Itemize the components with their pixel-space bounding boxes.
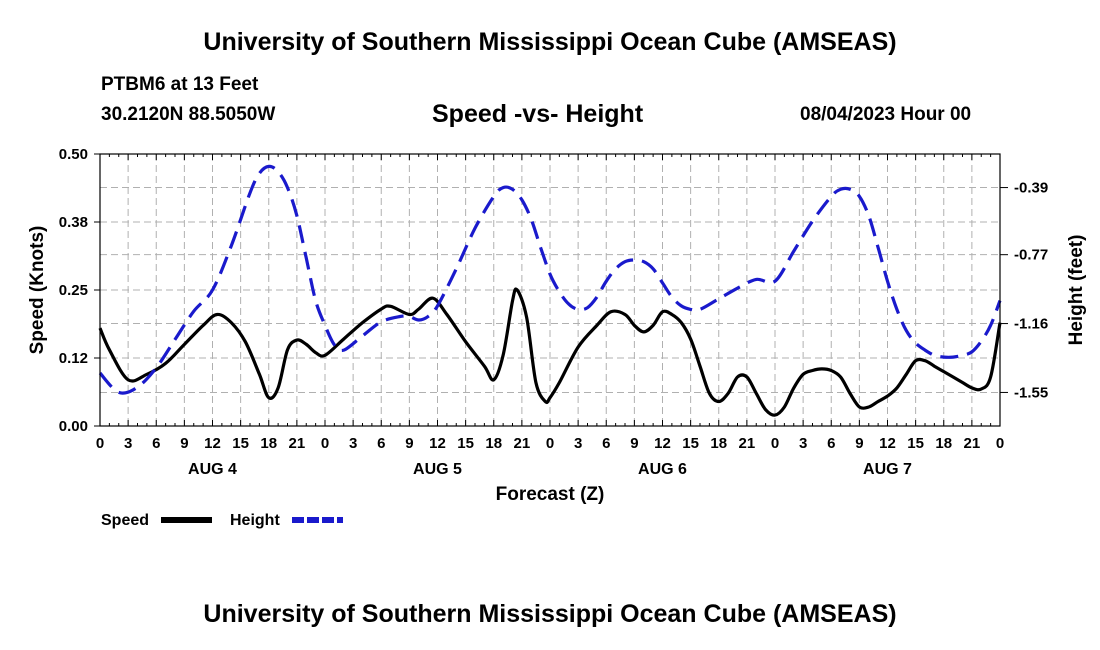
y-tick-label: 0.38	[59, 214, 88, 231]
x-tick-label: 18	[260, 435, 277, 452]
x-tick-label: 6	[827, 435, 835, 452]
x-tick-label: 6	[377, 435, 385, 452]
legend: Speed Height	[101, 512, 343, 529]
x-tick-label: 12	[654, 435, 671, 452]
x-tick-label: 15	[907, 435, 924, 452]
x-tick-label: 15	[457, 435, 474, 452]
x-tick-label: 3	[349, 435, 357, 452]
location-label: 30.2120N 88.5050W	[101, 104, 276, 125]
series-line-speed	[98, 287, 1002, 417]
x-tick-label: 21	[289, 435, 306, 452]
x-tick-label: 18	[710, 435, 727, 452]
day-label: AUG 4	[188, 461, 237, 478]
x-tick-label: 0	[321, 435, 329, 452]
x-tick-label: 0	[546, 435, 554, 452]
legend-speed-label: Speed	[101, 512, 149, 529]
axis-ticks: 0 3 6 9 12 15 18 21 0 3 6 9 12 15 18 21 0 3 6 9 12 15 18 21 0 3 6 9…	[59, 146, 1048, 478]
x-tick-label: 3	[574, 435, 582, 452]
x-tick-label: 15	[682, 435, 699, 452]
series-layer	[98, 164, 1002, 417]
y-tick-label: 0.25	[59, 282, 88, 299]
y-axis-label: Speed (Knots)	[27, 226, 48, 355]
chart-main-title: University of Southern Mississippi Ocean…	[203, 28, 897, 56]
x-tick-label: 12	[429, 435, 446, 452]
x-tick-label: 0	[771, 435, 779, 452]
x-tick-label: 12	[879, 435, 896, 452]
x-tick-label: 18	[935, 435, 952, 452]
day-label: AUG 7	[863, 461, 912, 478]
x-tick-label: 0	[996, 435, 1004, 452]
series-line-height	[98, 164, 1002, 395]
x-tick-label: 21	[514, 435, 531, 452]
day-label: AUG 5	[413, 461, 462, 478]
y-tick-label: 0.12	[59, 350, 88, 367]
x-tick-label: 21	[964, 435, 981, 452]
x-tick-label: 9	[630, 435, 638, 452]
day-label: AUG 6	[638, 461, 687, 478]
x-tick-label: 21	[739, 435, 756, 452]
x-tick-label: 9	[180, 435, 188, 452]
footer-title: University of Southern Mississippi Ocean…	[203, 600, 897, 628]
x-tick-label: 0	[96, 435, 104, 452]
x-tick-label: 3	[799, 435, 807, 452]
x-tick-label: 12	[204, 435, 221, 452]
x-axis-label: Forecast (Z)	[496, 484, 605, 505]
x-tick-label: 6	[152, 435, 160, 452]
chart-subtitle: Speed -vs- Height	[432, 100, 644, 128]
x-tick-label: 9	[855, 435, 863, 452]
y-tick-label: 0.50	[59, 146, 88, 163]
y-axis-label-right: Height (feet)	[1066, 235, 1087, 346]
x-tick-label: 3	[124, 435, 132, 452]
x-tick-label: 18	[485, 435, 502, 452]
y-tick-label-right: -0.77	[1014, 247, 1048, 264]
station-label: PTBM6 at 13 Feet	[101, 74, 259, 95]
x-tick-label: 9	[405, 435, 413, 452]
y-tick-label: 0.00	[59, 418, 88, 435]
x-tick-label: 15	[232, 435, 249, 452]
y-tick-label-right: -0.39	[1014, 180, 1048, 197]
date-label: 08/04/2023 Hour 00	[800, 104, 972, 125]
grid	[100, 154, 1000, 426]
y-tick-label-right: -1.55	[1014, 384, 1048, 401]
y-tick-label-right: -1.16	[1014, 316, 1048, 333]
legend-height-label: Height	[230, 512, 280, 529]
x-tick-label: 6	[602, 435, 610, 452]
